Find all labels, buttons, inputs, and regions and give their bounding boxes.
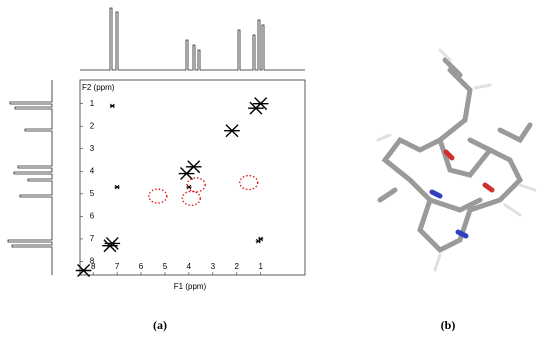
highlight-circle [181,190,202,207]
molecule-model [376,48,537,272]
y-tick-label: 2 [90,121,95,130]
cross-peak [114,184,120,190]
cross-peak [109,103,115,109]
x-tick-label: 4 [187,262,192,271]
y-tick-label: 1 [90,99,95,108]
x-tick-label: 1 [258,262,263,271]
x-tick-label: 8 [91,262,96,271]
x-tick-label: 6 [139,262,144,271]
x-tick-label: 3 [211,262,216,271]
cross-peak [102,239,118,253]
y-tick-label: 8 [90,257,95,266]
x-axis-label: F1 (ppm) [174,282,207,291]
top-projection [80,7,305,71]
y-tick-label: 5 [90,189,95,198]
cross-peak [186,184,192,190]
x-tick-label: 2 [235,262,240,271]
highlight-circle [186,177,206,193]
y-tick-label: 3 [90,144,95,153]
y-tick-label: 7 [90,234,95,243]
x-tick-label: 5 [163,262,168,271]
cross-peak [258,236,264,242]
cross-peak [248,101,264,115]
panel-label: (a) [153,318,167,332]
plot-frame [79,79,306,276]
cross-peak [75,263,92,277]
x-tick-label: 7 [115,262,120,271]
highlight-circle [239,174,259,191]
y-tick-label: 4 [90,166,95,175]
highlight-circle [148,188,168,204]
panel-label: (b) [441,318,456,332]
cross-peak [224,124,240,138]
cross-peak [178,167,195,181]
y-axis-label: F2 (ppm) [82,83,115,92]
left-projection [7,80,53,275]
y-tick-label: 6 [90,211,95,220]
